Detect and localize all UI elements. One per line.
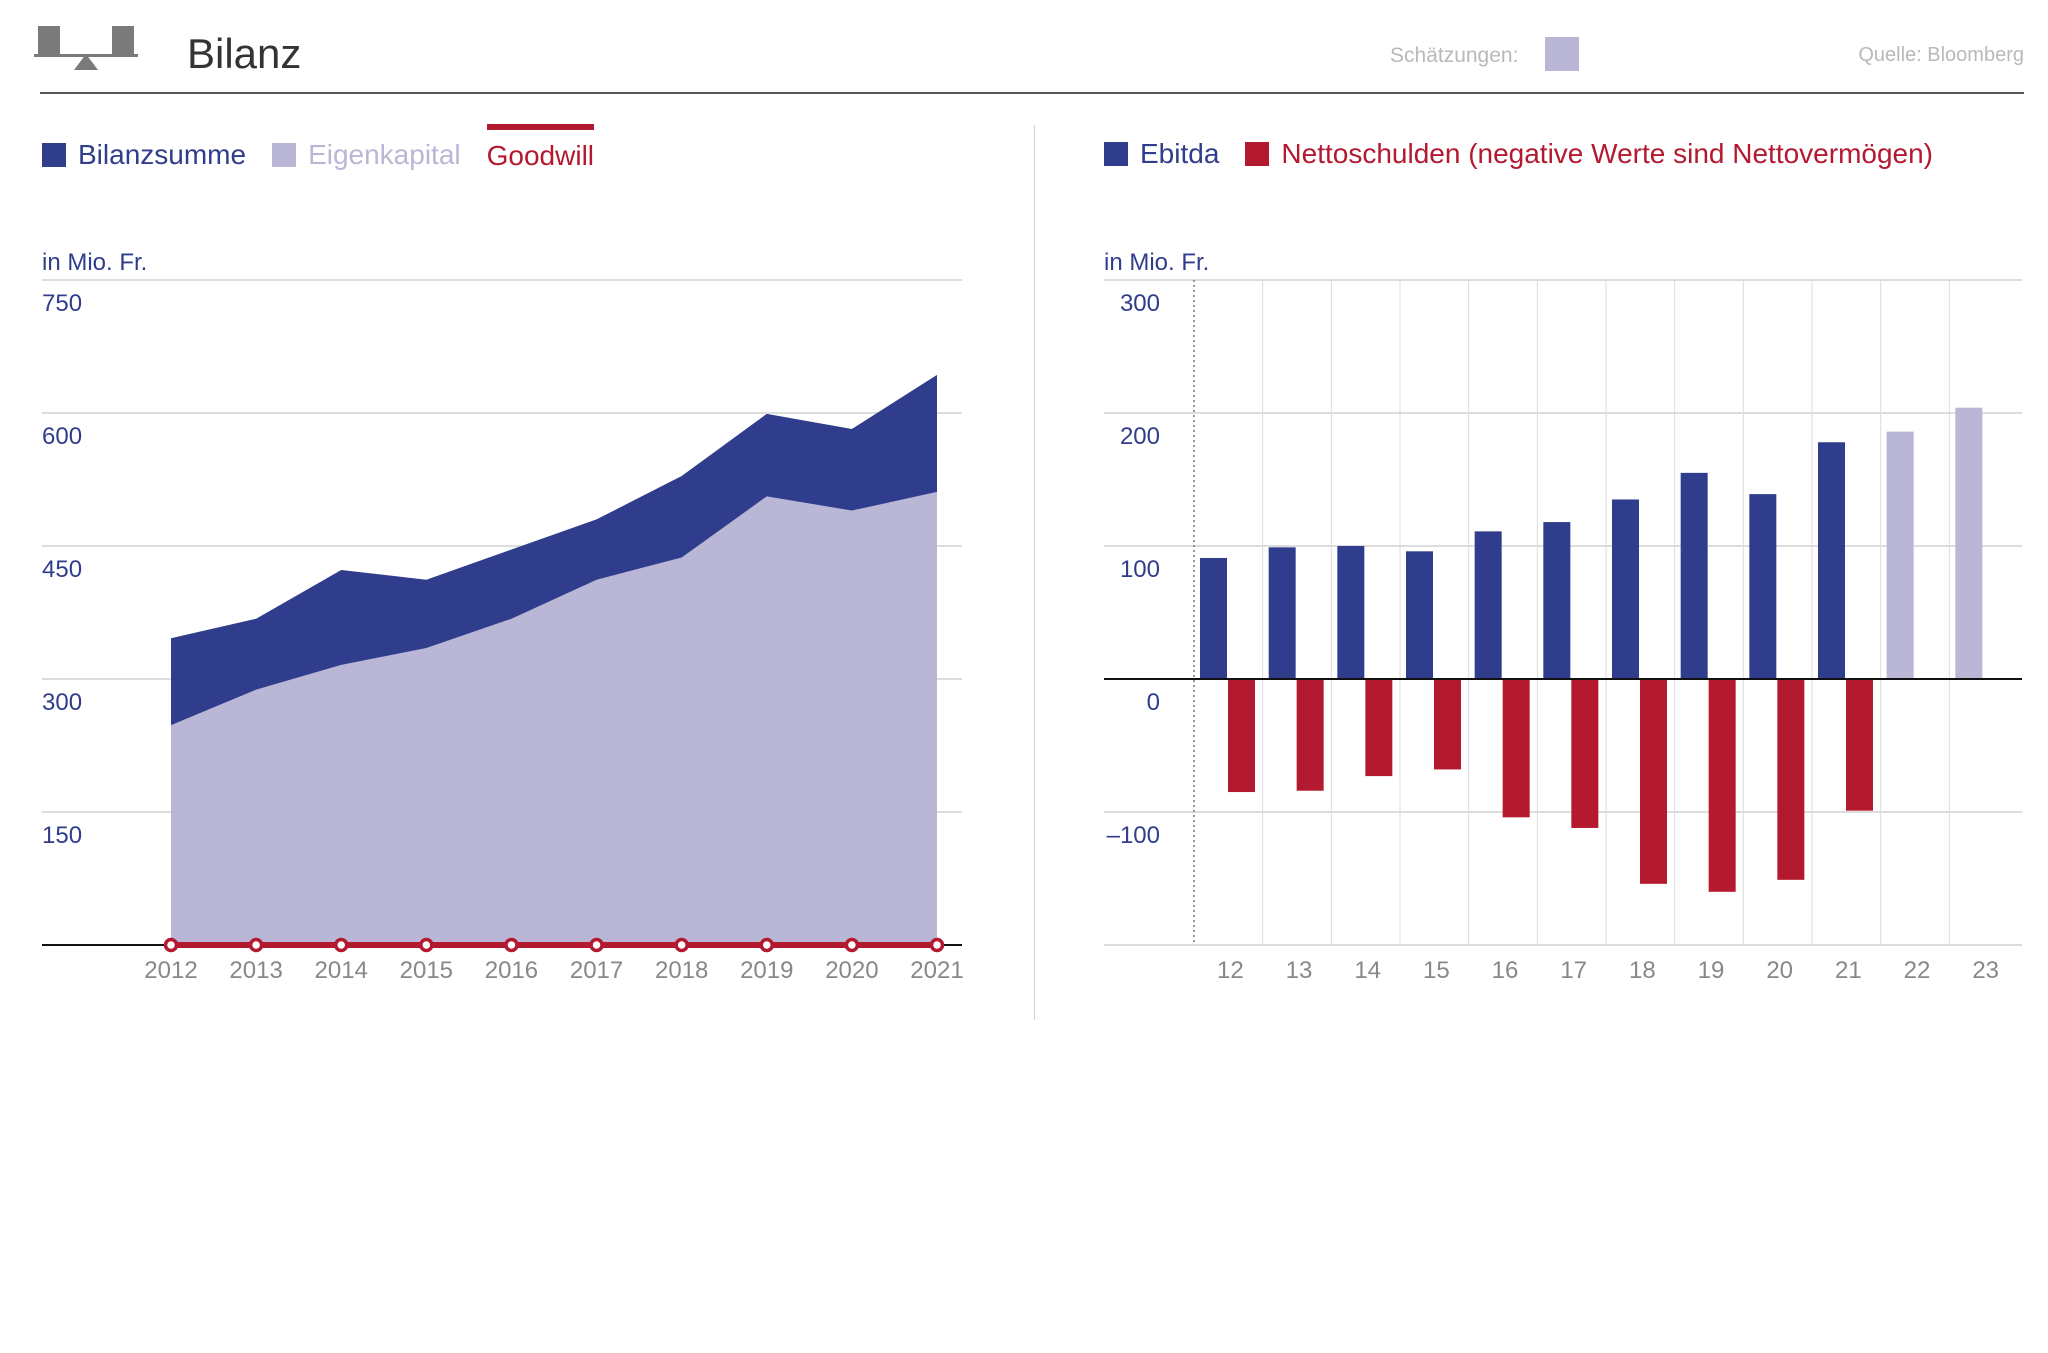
left-x-tick: 2015 (400, 957, 453, 984)
left-y-tick: 150 (42, 822, 82, 849)
legend-swatch (1245, 142, 1270, 166)
legend-line-marker (486, 124, 595, 130)
right-y-tick: –100 (1107, 822, 1160, 849)
nettoschulden-bar (1708, 679, 1736, 892)
nettoschulden-bar (1571, 679, 1599, 828)
ebitda-bar (1337, 546, 1365, 679)
estimates-label: Schätzungen: (1390, 44, 1519, 67)
right-x-tick: 18 (1629, 957, 1656, 984)
left-unit-label: in Mio. Fr. (42, 249, 147, 276)
ebitda-bar (1200, 557, 1227, 679)
ebitda-bar (1543, 522, 1571, 679)
goodwill-point (844, 937, 860, 953)
left-x-tick: 2018 (655, 957, 708, 984)
legend-swatch (272, 143, 297, 167)
right-x-tick: 15 (1423, 957, 1450, 984)
legend-swatch (42, 143, 66, 167)
nettoschulden-bar (1434, 679, 1461, 770)
nettoschulden-bar (1296, 679, 1324, 791)
legend-swatch (1104, 142, 1128, 166)
right-legend-item: Nettoschulden (negative Werte sind Netto… (1245, 138, 1933, 170)
left-x-tick: 2017 (570, 957, 623, 984)
left-legend: Bilanzsumme Eigenkapital Goodwill (42, 124, 620, 172)
estimates-swatch (1545, 37, 1579, 71)
legend-label: Ebitda (1140, 138, 1220, 169)
legend-label: Bilanzsumme (78, 139, 247, 170)
goodwill-point (504, 937, 519, 953)
left-x-tick: 2019 (740, 957, 793, 984)
left-y-tick: 450 (42, 556, 82, 583)
page-title: Bilanz (187, 30, 302, 77)
header: Bilanz Schätzungen: Quelle: Bloomberg (0, 0, 2048, 96)
right-x-tick: 14 (1354, 957, 1381, 984)
ebitda-bar (1749, 494, 1777, 679)
left-legend-item: Eigenkapital (272, 139, 461, 171)
left-x-tick: 2012 (144, 957, 197, 984)
right-x-tick: 12 (1217, 957, 1244, 984)
right-x-tick: 20 (1766, 957, 1793, 984)
left-legend-item: Bilanzsumme (42, 139, 246, 171)
header-rule (40, 92, 2024, 94)
ebitda-bar (1955, 407, 1983, 679)
nettoschulden-bar (1228, 679, 1255, 793)
ebitda-bar (1268, 547, 1296, 679)
ebitda-bar (1474, 531, 1502, 679)
right-x-tick: 17 (1560, 957, 1587, 984)
ebitda-bar (1680, 472, 1708, 679)
right-y-tick: 100 (1120, 556, 1160, 583)
goodwill-point (419, 937, 434, 953)
right-y-tick: 200 (1120, 423, 1160, 450)
left-x-tick: 2016 (485, 957, 538, 984)
left-legend-item: Goodwill (486, 124, 595, 172)
nettoschulden-bar (1777, 679, 1805, 880)
right-y-tick: 0 (1147, 689, 1160, 716)
ebitda-bar (1406, 551, 1433, 679)
left-x-tick: 2013 (229, 957, 282, 984)
goodwill-point (248, 937, 264, 953)
panel-divider (1034, 125, 1035, 1020)
legend-label: Goodwill (486, 140, 595, 171)
legend-label: Nettoschulden (negative Werte sind Netto… (1281, 138, 1934, 169)
nettoschulden-bar (1365, 679, 1393, 777)
goodwill-point (163, 937, 179, 953)
left-y-tick: 300 (42, 689, 82, 716)
ebitda-bar (1886, 431, 1914, 679)
right-x-tick: 23 (1972, 957, 1999, 984)
right-x-tick: 13 (1286, 957, 1313, 984)
right-x-tick: 21 (1835, 957, 1862, 984)
nettoschulden-bar (1846, 679, 1873, 811)
left-y-tick: 750 (42, 290, 82, 317)
goodwill-point (333, 937, 349, 953)
goodwill-point (589, 937, 604, 953)
left-x-tick: 2021 (910, 957, 963, 984)
ebitda-bar (1818, 442, 1845, 679)
left-x-tick: 2014 (315, 957, 368, 984)
right-x-tick: 19 (1698, 957, 1725, 984)
right-legend-item: Ebitda (1104, 138, 1219, 170)
eigenkapital-area (171, 491, 937, 945)
nettoschulden-bar (1640, 679, 1667, 884)
source-label: Quelle: Bloomberg (1858, 44, 2024, 66)
nettoschulden-bar (1502, 679, 1530, 818)
right-x-tick: 22 (1904, 957, 1931, 984)
right-y-tick: 300 (1120, 290, 1160, 317)
right-x-tick: 16 (1492, 957, 1519, 984)
left-x-tick: 2020 (825, 957, 878, 984)
right-unit-label: in Mio. Fr. (1104, 249, 1209, 276)
left-y-tick: 600 (42, 423, 82, 450)
balance-scale-icon (34, 26, 138, 70)
right-legend: Ebitda Nettoschulden (negative Werte sind… (1104, 138, 1959, 170)
goodwill-point (674, 937, 689, 953)
goodwill-point (759, 937, 775, 953)
legend-label: Eigenkapital (308, 139, 461, 170)
goodwill-point (929, 937, 945, 953)
ebitda-bar (1612, 499, 1639, 679)
